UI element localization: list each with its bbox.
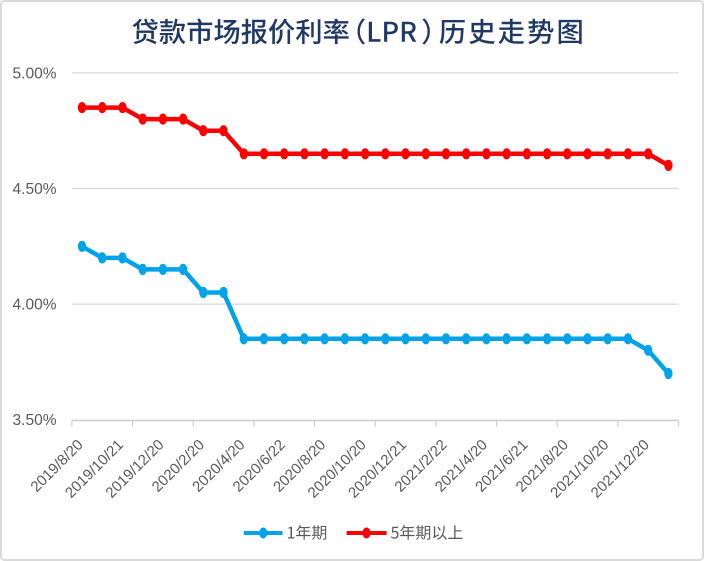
svg-text:4.50%: 4.50% [13,181,57,198]
svg-text:5.00%: 5.00% [13,65,57,82]
svg-text:3.50%: 3.50% [13,412,57,429]
svg-text:4.00%: 4.00% [13,297,57,314]
